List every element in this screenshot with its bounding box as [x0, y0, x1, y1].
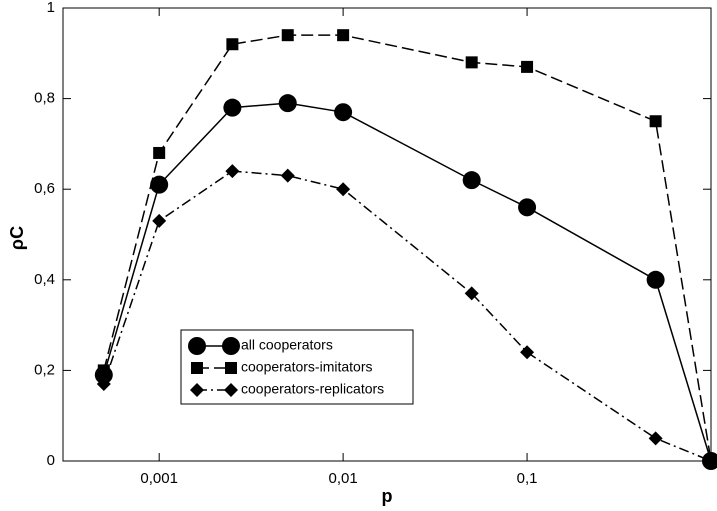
y-tick-label: 0,2: [34, 361, 55, 378]
legend-label: all cooperators: [241, 337, 333, 353]
legend-marker: [190, 383, 204, 397]
y-tick-label: 0,6: [34, 180, 55, 197]
y-tick-label: 1: [47, 0, 55, 16]
x-tick-label: 0,01: [329, 470, 358, 487]
data-point: [649, 115, 662, 128]
legend-marker: [224, 383, 238, 397]
plot-frame: [62, 7, 712, 462]
data-point: [464, 286, 479, 301]
y-tick-label: 0,4: [34, 271, 55, 288]
data-point: [150, 175, 169, 194]
data-point: [226, 38, 239, 51]
data-point: [225, 164, 240, 179]
legend-marker: [191, 362, 203, 374]
data-point: [97, 364, 110, 377]
series-line: [103, 170, 712, 462]
data-point: [336, 182, 351, 197]
legend-label: cooperators-imitators: [241, 359, 373, 375]
legend-box: [180, 329, 414, 405]
series-line: [103, 102, 712, 462]
data-point: [462, 171, 481, 190]
data-point: [520, 345, 535, 360]
data-point: [337, 29, 350, 42]
y-axis-title: ρC: [7, 226, 27, 250]
data-point: [648, 431, 663, 446]
data-point: [646, 270, 665, 289]
data-point: [334, 103, 353, 122]
data-point: [281, 29, 294, 42]
y-tick-label: 0,8: [34, 90, 55, 107]
data-point: [465, 56, 478, 69]
data-point: [704, 454, 717, 468]
data-point: [278, 94, 297, 113]
y-tick-label: 0: [47, 452, 55, 469]
data-point: [521, 60, 534, 73]
data-point: [152, 213, 167, 228]
x-axis-title: p: [382, 486, 393, 506]
data-point: [518, 198, 537, 217]
data-point: [280, 168, 295, 183]
legend-marker: [188, 337, 206, 355]
legend-marker: [225, 362, 237, 374]
legend-label: cooperators-replicators: [241, 381, 384, 397]
data-point: [96, 376, 111, 391]
legend-marker: [222, 337, 240, 355]
x-tick-label: 0,1: [517, 470, 538, 487]
data-point: [153, 146, 166, 159]
data-point: [223, 98, 242, 117]
x-tick-label: 0,001: [140, 470, 178, 487]
